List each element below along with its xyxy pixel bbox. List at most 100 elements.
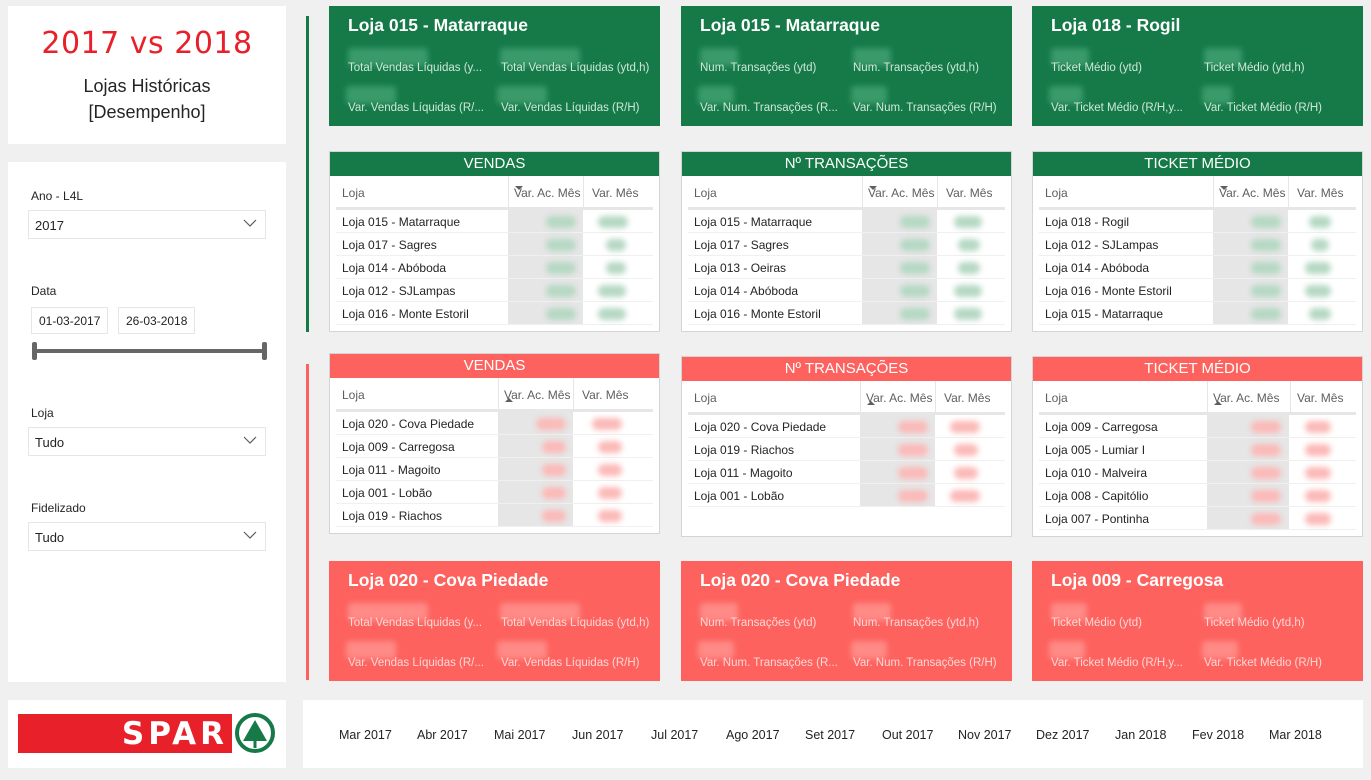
date-start-input[interactable]: 01-03-2017: [31, 307, 109, 334]
table-row[interactable]: Loja 011 - Magoito: [336, 458, 653, 481]
col-var-ac-mes-label: Var. Ac. Mês: [866, 391, 933, 405]
col-loja[interactable]: Loja: [694, 186, 717, 200]
kpi-label: Var. Num. Transações (R/H): [853, 102, 997, 114]
kpi-label: Total Vendas Líquidas (ytd,h): [501, 62, 650, 74]
kpi-value-blurred: [1051, 48, 1089, 66]
row-store: Loja 001 - Lobão: [694, 489, 785, 503]
table-row[interactable]: Loja 005 - Lumiar I: [1039, 438, 1356, 461]
month-item[interactable]: Nov 2017: [958, 728, 1012, 742]
col-var-ac-mes[interactable]: Var. Ac. Mês: [1213, 176, 1289, 210]
table-title: TICKET MÉDIO: [1033, 357, 1362, 381]
table-row[interactable]: Loja 014 - Abóboda: [688, 279, 1005, 302]
col-loja[interactable]: Loja: [1045, 391, 1068, 405]
blurred-value: [546, 262, 576, 274]
month-item[interactable]: Set 2017: [805, 728, 856, 742]
month-item[interactable]: Jul 2017: [651, 728, 699, 742]
date-end-input[interactable]: 26-03-2018: [118, 307, 196, 334]
table-row[interactable]: Loja 011 - Magoito: [688, 461, 1005, 484]
col-loja[interactable]: Loja: [694, 391, 717, 405]
table-row[interactable]: Loja 010 - Malveira: [1039, 461, 1356, 484]
month-item[interactable]: Ago 2017: [726, 728, 780, 742]
table-bottom-vendas: VENDAS Loja Var. Ac. Mês Var. Mês Loja 0…: [329, 353, 660, 534]
table-row[interactable]: Loja 008 - Capitólio: [1039, 484, 1356, 507]
table-title: Nº TRANSAÇÕES: [682, 357, 1011, 381]
kpi-value-blurred: [346, 641, 396, 659]
loja-dropdown[interactable]: Tudo: [28, 427, 266, 456]
row-store: Loja 016 - Monte Estoril: [694, 307, 821, 321]
sort-desc-icon: [869, 186, 877, 190]
fidelizado-dropdown[interactable]: Tudo: [28, 522, 266, 551]
blurred-value: [954, 308, 982, 320]
ano-dropdown[interactable]: 2017: [28, 210, 266, 239]
blurred-value: [958, 239, 980, 251]
table-row[interactable]: Loja 019 - Riachos: [336, 504, 653, 527]
kpi-value-blurred: [500, 48, 580, 66]
table-row[interactable]: Loja 015 - Matarraque: [336, 210, 653, 233]
logo-card: SPAR: [8, 700, 286, 768]
month-item[interactable]: Abr 2017: [417, 728, 468, 742]
month-item[interactable]: Fev 2018: [1192, 728, 1245, 742]
month-item[interactable]: Jan 2018: [1115, 728, 1167, 742]
table-row[interactable]: Loja 014 - Abóboda: [336, 256, 653, 279]
col-var-mes[interactable]: Var. Mês: [592, 186, 639, 200]
blurred-value: [546, 239, 576, 251]
col-loja[interactable]: Loja: [1045, 186, 1068, 200]
blurred-value: [1309, 216, 1331, 228]
report-subtitle: Lojas Históricas [Desempenho]: [8, 73, 286, 125]
table-row[interactable]: Loja 013 - Oeiras: [688, 256, 1005, 279]
col-var-mes[interactable]: Var. Mês: [1297, 391, 1344, 405]
col-loja[interactable]: Loja: [342, 186, 365, 200]
col-var-ac-mes[interactable]: Var. Ac. Mês: [498, 378, 574, 412]
blurred-value: [1251, 490, 1281, 502]
sort-asc-icon: [505, 398, 513, 402]
table-row[interactable]: Loja 020 - Cova Piedade: [336, 412, 653, 435]
table-row[interactable]: Loja 017 - Sagres: [688, 233, 1005, 256]
col-var-ac-mes[interactable]: Var. Ac. Mês: [508, 176, 584, 210]
month-item[interactable]: Mai 2017: [494, 728, 546, 742]
date-slider-start-handle[interactable]: [32, 342, 37, 360]
table-row[interactable]: Loja 016 - Monte Estoril: [336, 302, 653, 325]
kpi-card-top-vendas: Loja 015 - Matarraque Total Vendas Líqui…: [329, 6, 660, 126]
table-row[interactable]: Loja 015 - Matarraque: [688, 210, 1005, 233]
table-row[interactable]: Loja 020 - Cova Piedade: [688, 415, 1005, 438]
table-row[interactable]: Loja 016 - Monte Estoril: [688, 302, 1005, 325]
table-row[interactable]: Loja 018 - Rogil: [1039, 210, 1356, 233]
month-item[interactable]: Dez 2017: [1036, 728, 1090, 742]
table-row[interactable]: Loja 014 - Abóboda: [1039, 256, 1356, 279]
table-row[interactable]: Loja 001 - Lobão: [336, 481, 653, 504]
table-row[interactable]: Loja 019 - Riachos: [688, 438, 1005, 461]
col-var-mes[interactable]: Var. Mês: [946, 186, 993, 200]
col-var-mes[interactable]: Var. Mês: [582, 388, 629, 402]
row-store: Loja 015 - Matarraque: [694, 215, 813, 229]
table-row[interactable]: Loja 012 - SJLampas: [1039, 233, 1356, 256]
table-row[interactable]: Loja 001 - Lobão: [688, 484, 1005, 507]
date-range-slider[interactable]: [35, 349, 263, 353]
col-var-ac-mes[interactable]: Var. Ac. Mês: [860, 381, 936, 415]
blurred-value: [1251, 239, 1281, 251]
month-item[interactable]: Mar 2017: [339, 728, 392, 742]
month-item[interactable]: Jun 2017: [572, 728, 624, 742]
blurred-value: [954, 216, 982, 228]
col-loja[interactable]: Loja: [342, 388, 365, 402]
blurred-value: [954, 444, 978, 456]
kpi-label: Total Vendas Líquidas (ytd,h): [501, 617, 650, 629]
month-item[interactable]: Out 2017: [882, 728, 934, 742]
table-row[interactable]: Loja 012 - SJLampas: [336, 279, 653, 302]
row-store: Loja 013 - Oeiras: [694, 261, 787, 275]
table-row[interactable]: Loja 017 - Sagres: [336, 233, 653, 256]
table-bottom-transacoes: Nº TRANSAÇÕES Loja Var. Ac. Mês Var. Mês…: [681, 356, 1012, 537]
col-var-mes[interactable]: Var. Mês: [1297, 186, 1344, 200]
month-item[interactable]: Mar 2018: [1269, 728, 1322, 742]
table-row[interactable]: Loja 016 - Monte Estoril: [1039, 279, 1356, 302]
table-row[interactable]: Loja 009 - Carregosa: [1039, 415, 1356, 438]
kpi-title: Loja 020 - Cova Piedade: [700, 570, 901, 590]
date-slider-end-handle[interactable]: [262, 342, 267, 360]
blurred-value: [1311, 239, 1329, 251]
blurred-value: [900, 308, 930, 320]
table-row[interactable]: Loja 007 - Pontinha: [1039, 507, 1356, 530]
col-var-ac-mes[interactable]: Var. Ac. Mês: [862, 176, 938, 210]
table-row[interactable]: Loja 015 - Matarraque: [1039, 302, 1356, 325]
table-row[interactable]: Loja 009 - Carregosa: [336, 435, 653, 458]
col-var-ac-mes[interactable]: Var. Ac. Mês: [1207, 381, 1291, 415]
col-var-mes[interactable]: Var. Mês: [944, 391, 991, 405]
